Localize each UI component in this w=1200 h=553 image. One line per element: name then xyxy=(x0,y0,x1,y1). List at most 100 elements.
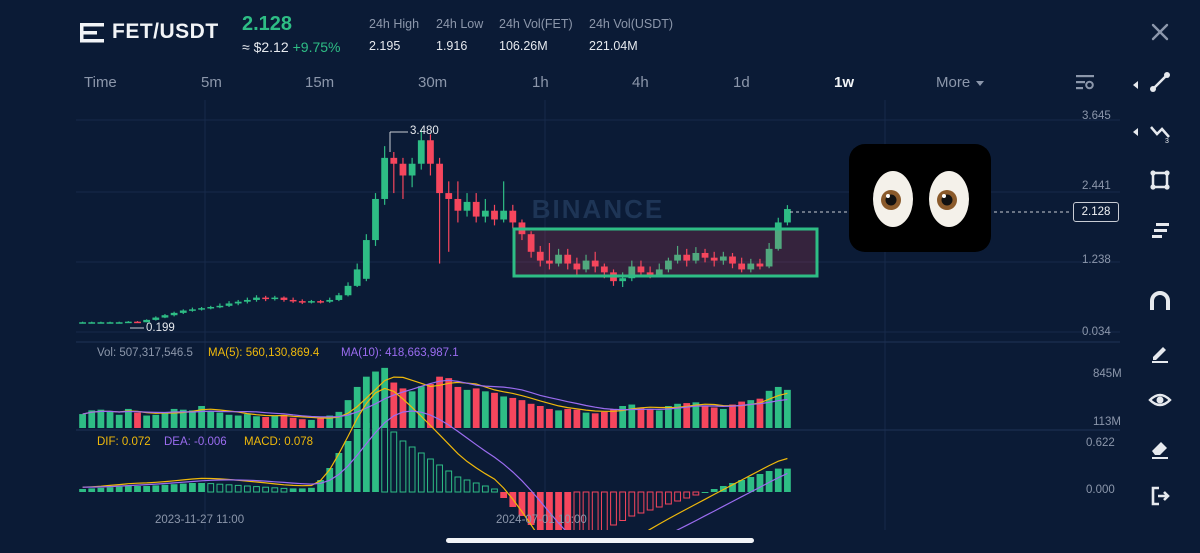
candle-body xyxy=(646,272,654,276)
volume-bar xyxy=(500,396,508,428)
candle-body xyxy=(665,260,672,270)
stat-value: 221.04M xyxy=(589,39,638,53)
fib-line-icon[interactable]: 3 xyxy=(1148,120,1172,144)
macd-bar xyxy=(491,488,498,493)
tab-15m[interactable]: 15m xyxy=(305,74,335,91)
current-price-tag: 2.128 xyxy=(1073,202,1119,222)
macd-bar xyxy=(692,491,700,496)
candlestick-chart[interactable]: BINANCE xyxy=(0,100,1120,530)
macd-bar xyxy=(362,423,370,492)
tab-30m[interactable]: 30m xyxy=(418,74,448,91)
macd-bar xyxy=(637,491,645,514)
volume-bar xyxy=(289,417,297,428)
volume-bar xyxy=(97,409,105,428)
macd-bar xyxy=(417,452,425,493)
tab-1d[interactable]: 1d xyxy=(733,74,750,91)
volume-bar xyxy=(509,397,517,428)
candle-body xyxy=(271,297,279,300)
candle-body xyxy=(573,263,581,270)
volume-bar xyxy=(637,407,645,428)
candle-body xyxy=(729,256,736,264)
candle-body xyxy=(472,201,480,217)
macd-bar xyxy=(445,470,453,493)
volume-bar xyxy=(216,412,224,428)
volume-bar xyxy=(326,415,334,428)
close-icon[interactable] xyxy=(1150,22,1170,42)
tab-more[interactable]: More xyxy=(936,74,984,91)
macd-bar xyxy=(573,491,581,530)
macd-bar xyxy=(225,484,233,493)
volume-bar xyxy=(774,386,782,428)
trend-line-icon[interactable] xyxy=(1148,70,1172,94)
candle-body xyxy=(445,193,453,199)
exit-icon[interactable] xyxy=(1148,484,1172,508)
macd-bar xyxy=(134,486,141,492)
stat-24h-vol-fet: 24h Vol(FET) 106.26M xyxy=(499,17,573,53)
volume-bar xyxy=(527,403,535,428)
pair-list-icon[interactable] xyxy=(80,22,104,44)
candle-body xyxy=(491,210,498,220)
eraser-icon[interactable] xyxy=(1148,436,1172,460)
tab-1h[interactable]: 1h xyxy=(532,74,549,91)
stat-value: 106.26M xyxy=(499,39,548,53)
macd-bar xyxy=(729,483,736,492)
volume-value: Vol: 507,317,546.5 xyxy=(97,347,193,359)
volume-bar xyxy=(582,412,590,428)
candle-body xyxy=(591,260,599,267)
candle-body xyxy=(152,317,160,320)
candle-body xyxy=(207,306,215,309)
indicator-settings-icon[interactable] xyxy=(1076,74,1094,90)
consolidation-box xyxy=(512,227,819,278)
tab-time[interactable]: Time xyxy=(84,74,117,91)
expand-arrow-icon[interactable] xyxy=(1132,80,1140,90)
volume-bar xyxy=(518,400,526,428)
volume-bar xyxy=(143,415,151,428)
macd-bar xyxy=(628,491,636,517)
expand-arrow-icon[interactable] xyxy=(1132,127,1140,137)
stat-24h-vol-usdt: 24h Vol(USDT) 221.04M xyxy=(589,17,673,53)
volume-bar xyxy=(463,389,471,428)
candle-body xyxy=(317,301,324,303)
volume-bars xyxy=(79,367,791,428)
macd-bar xyxy=(619,491,627,521)
candle-body xyxy=(765,248,773,267)
stat-24h-high: 24h High 2.195 xyxy=(369,17,419,53)
macd-bar xyxy=(298,488,306,492)
volume-ma10: MA(10): 418,663,987.1 xyxy=(341,347,459,359)
candle-body xyxy=(481,210,489,217)
rectangle-tool-icon[interactable] xyxy=(1148,168,1172,192)
volume-bar xyxy=(353,386,361,428)
volume-ma5: MA(5): 560,130,869.4 xyxy=(208,347,320,359)
price-axis-label: 2.441 xyxy=(1082,180,1111,192)
volume-bar xyxy=(298,419,306,428)
volume-bar xyxy=(372,371,379,428)
tab-1w[interactable]: 1w xyxy=(834,74,855,91)
macd-bar xyxy=(536,492,544,530)
macd-bar xyxy=(143,486,151,492)
magnet-icon[interactable] xyxy=(1148,290,1172,314)
macd-bar xyxy=(481,485,489,493)
volume-bar xyxy=(536,406,544,428)
stat-value: 1.916 xyxy=(436,39,468,53)
candle-body xyxy=(198,308,205,310)
volume-bar xyxy=(335,411,343,428)
volume-bar xyxy=(344,400,352,428)
candle-body xyxy=(326,299,334,302)
macd-bar xyxy=(399,440,407,493)
macd-bar xyxy=(710,489,718,492)
volume-bar xyxy=(225,414,233,428)
text-note-icon[interactable] xyxy=(1148,218,1172,242)
macd-bar xyxy=(463,479,471,493)
trading-pair[interactable]: FET/USDT xyxy=(112,20,219,43)
volume-bar xyxy=(701,406,709,428)
macd-bar xyxy=(189,483,196,492)
tab-4h[interactable]: 4h xyxy=(632,74,649,91)
volume-bar xyxy=(765,390,773,428)
pencil-icon[interactable] xyxy=(1148,340,1172,364)
volume-bar xyxy=(436,376,443,428)
candle-body xyxy=(179,310,187,313)
eye-icon[interactable] xyxy=(1148,388,1172,412)
candle-body xyxy=(582,260,590,270)
macd-bar xyxy=(253,486,260,493)
tab-5m[interactable]: 5m xyxy=(201,74,222,91)
